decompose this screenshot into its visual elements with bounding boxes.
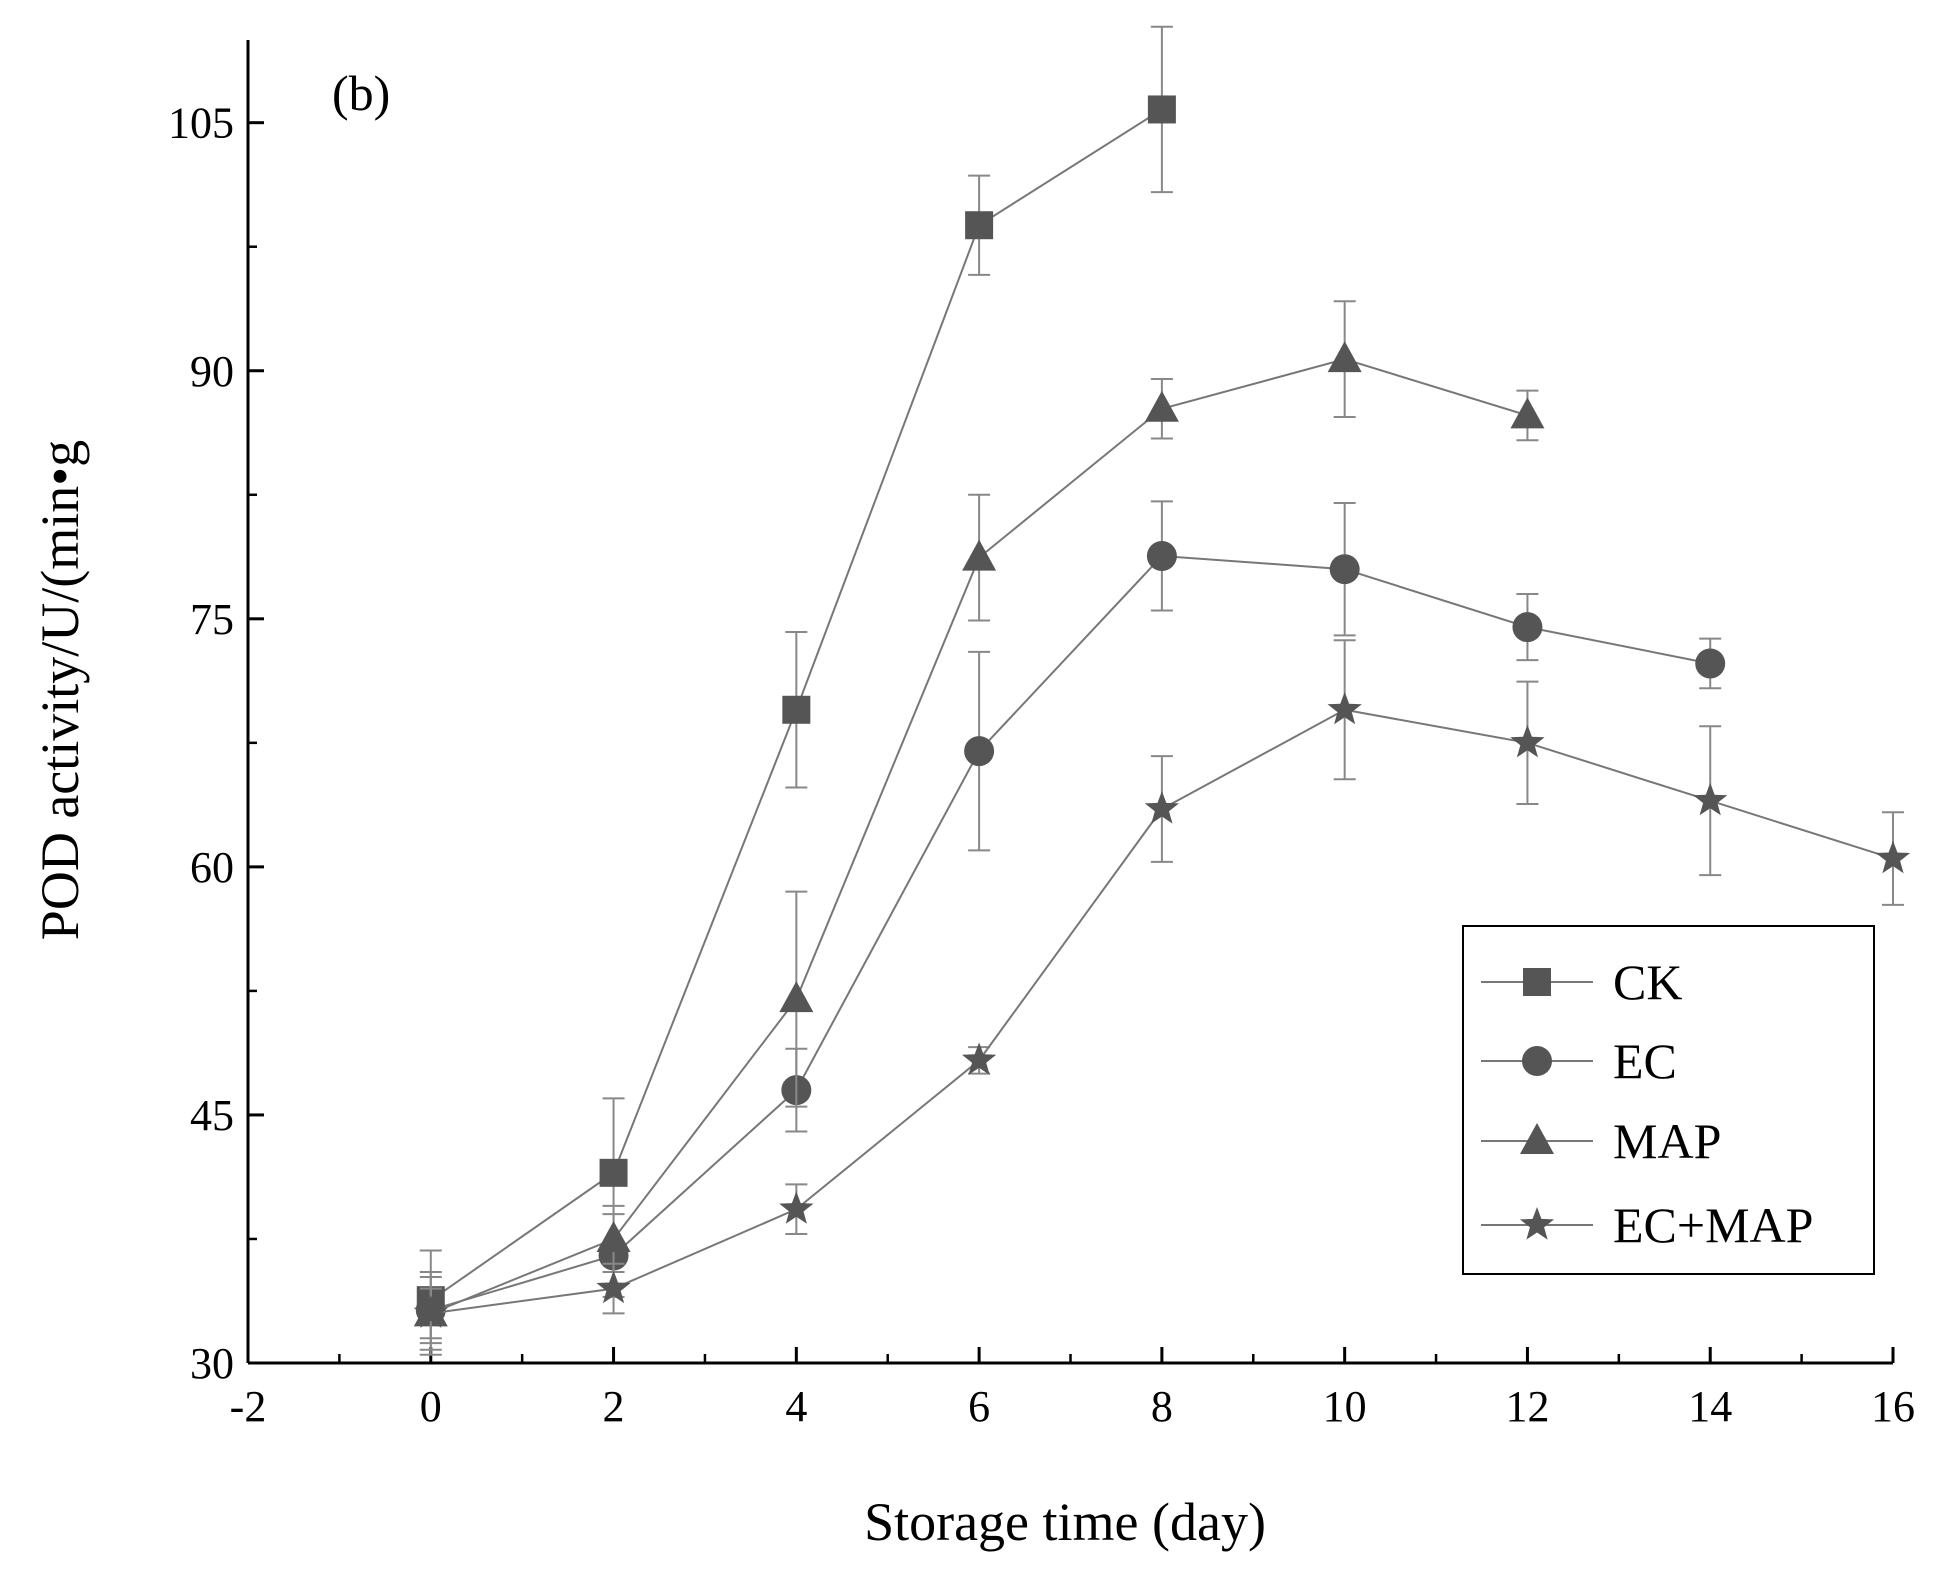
y-tick-label: 60 — [190, 843, 234, 892]
data-point — [1327, 691, 1362, 725]
y-tick-label: 90 — [190, 347, 234, 396]
legend-item-ec-map: EC+MAP — [1481, 1197, 1813, 1253]
legend-item-map: MAP — [1481, 1113, 1721, 1169]
data-point — [1327, 341, 1362, 373]
legend-label: EC — [1613, 1033, 1677, 1089]
legend-marker — [1523, 968, 1551, 996]
x-tick-label: -2 — [230, 1382, 267, 1431]
series-line — [430, 554, 1711, 1312]
legend-item-ec: EC — [1481, 1033, 1677, 1089]
data-point — [964, 736, 995, 767]
data-point — [1510, 397, 1545, 429]
panel-label: (b) — [332, 65, 390, 121]
data-point — [1510, 724, 1545, 758]
data-point — [1693, 782, 1728, 816]
legend-marker — [1522, 1046, 1552, 1076]
data-point — [962, 1042, 997, 1075]
data-point — [1144, 791, 1179, 824]
data-point — [779, 1191, 814, 1224]
legend-marker — [1519, 1207, 1555, 1240]
data-point — [1329, 554, 1360, 585]
data-point — [782, 695, 811, 724]
legend-item-ck: CK — [1481, 954, 1682, 1010]
data-point — [413, 1295, 448, 1328]
series-ec-map — [413, 639, 1911, 1356]
y-tick-label: 30 — [190, 1339, 234, 1388]
data-point — [1695, 648, 1726, 679]
legend-label: CK — [1613, 954, 1682, 1010]
data-point — [599, 1158, 628, 1187]
x-tick-label: 14 — [1688, 1382, 1732, 1431]
x-tick-label: 12 — [1505, 1382, 1549, 1431]
x-axis-title: Storage time (day) — [864, 1492, 1266, 1552]
data-point — [1144, 390, 1179, 422]
data-point — [1512, 612, 1543, 643]
data-point — [1147, 95, 1176, 124]
x-tick-label: 6 — [968, 1382, 990, 1431]
series-ck — [416, 25, 1176, 1351]
data-point — [965, 211, 994, 240]
legend-marker — [1520, 1123, 1554, 1154]
series-layer — [413, 25, 1911, 1356]
data-point — [962, 539, 997, 571]
legend-label: EC+MAP — [1613, 1197, 1813, 1253]
data-point — [1875, 840, 1911, 874]
data-point — [596, 1220, 631, 1252]
data-point — [596, 1270, 631, 1304]
x-tick-label: 16 — [1871, 1382, 1915, 1431]
axis-ticks: -2 0 2 4 6 8 10 12 14 16 30 45 60 75 90 105 — [168, 99, 1915, 1431]
x-tick-label: 4 — [785, 1382, 807, 1431]
legend-label: MAP — [1613, 1113, 1721, 1169]
legend: CK EC MAP EC+MAP — [1462, 925, 1875, 1275]
y-tick-label: 75 — [190, 595, 234, 644]
x-tick-label: 2 — [603, 1382, 625, 1431]
y-tick-label: 105 — [168, 99, 234, 148]
x-tick-label: 0 — [420, 1382, 442, 1431]
y-tick-label: 45 — [190, 1091, 234, 1140]
data-point — [1146, 540, 1177, 571]
x-tick-label: 8 — [1151, 1382, 1173, 1431]
data-point — [779, 981, 814, 1013]
x-tick-label: 10 — [1323, 1382, 1367, 1431]
y-axis-title: POD activity/U/(min•g — [30, 440, 90, 940]
